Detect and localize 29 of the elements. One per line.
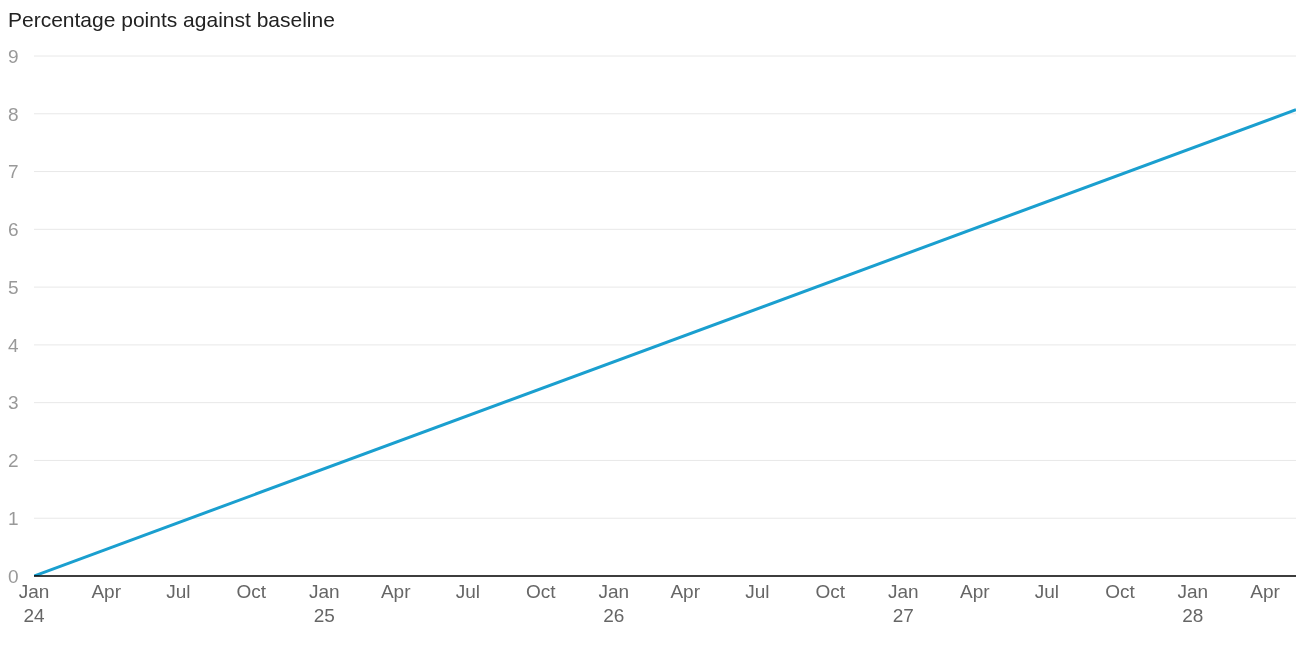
x-tick-label: Apr	[1250, 581, 1281, 602]
y-tick-label: 2	[8, 450, 19, 472]
x-tick-label: Jul	[1034, 581, 1060, 602]
x-tick-label: Oct	[526, 581, 557, 602]
x-tick-label: Jan 24	[18, 581, 50, 626]
x-tick-label: Jul	[166, 581, 191, 602]
y-tick-label: 5	[8, 276, 19, 298]
x-tick-label: Apr	[380, 581, 412, 602]
y-tick-label: 1	[8, 507, 19, 529]
x-tick-label: Oct	[1105, 581, 1136, 602]
y-tick-label: 9	[8, 45, 19, 67]
x-tick-label: Jul	[455, 581, 481, 602]
x-tick-label: Jan 28	[1177, 581, 1209, 626]
y-tick-label: 0	[8, 565, 19, 587]
chart-title: Percentage points against baseline	[8, 8, 336, 32]
y-tick-label: 4	[8, 334, 19, 356]
x-tick-label: Apr	[670, 581, 701, 602]
x-tick-label: Jan 27	[888, 581, 919, 626]
x-tick-label: Apr	[91, 581, 122, 602]
y-tick-label: 6	[8, 219, 19, 241]
x-tick-label: Jan 26	[598, 581, 630, 626]
x-tick-label: Jul	[745, 581, 770, 602]
y-tick-label: 8	[8, 103, 19, 125]
x-tick-label: Jan 25	[309, 581, 340, 626]
y-tick-label: 3	[8, 392, 19, 414]
x-tick-label: Apr	[959, 581, 991, 602]
x-tick-label: Oct	[815, 581, 846, 602]
x-tick-label: Oct	[236, 581, 267, 602]
y-tick-label: 7	[8, 161, 19, 183]
